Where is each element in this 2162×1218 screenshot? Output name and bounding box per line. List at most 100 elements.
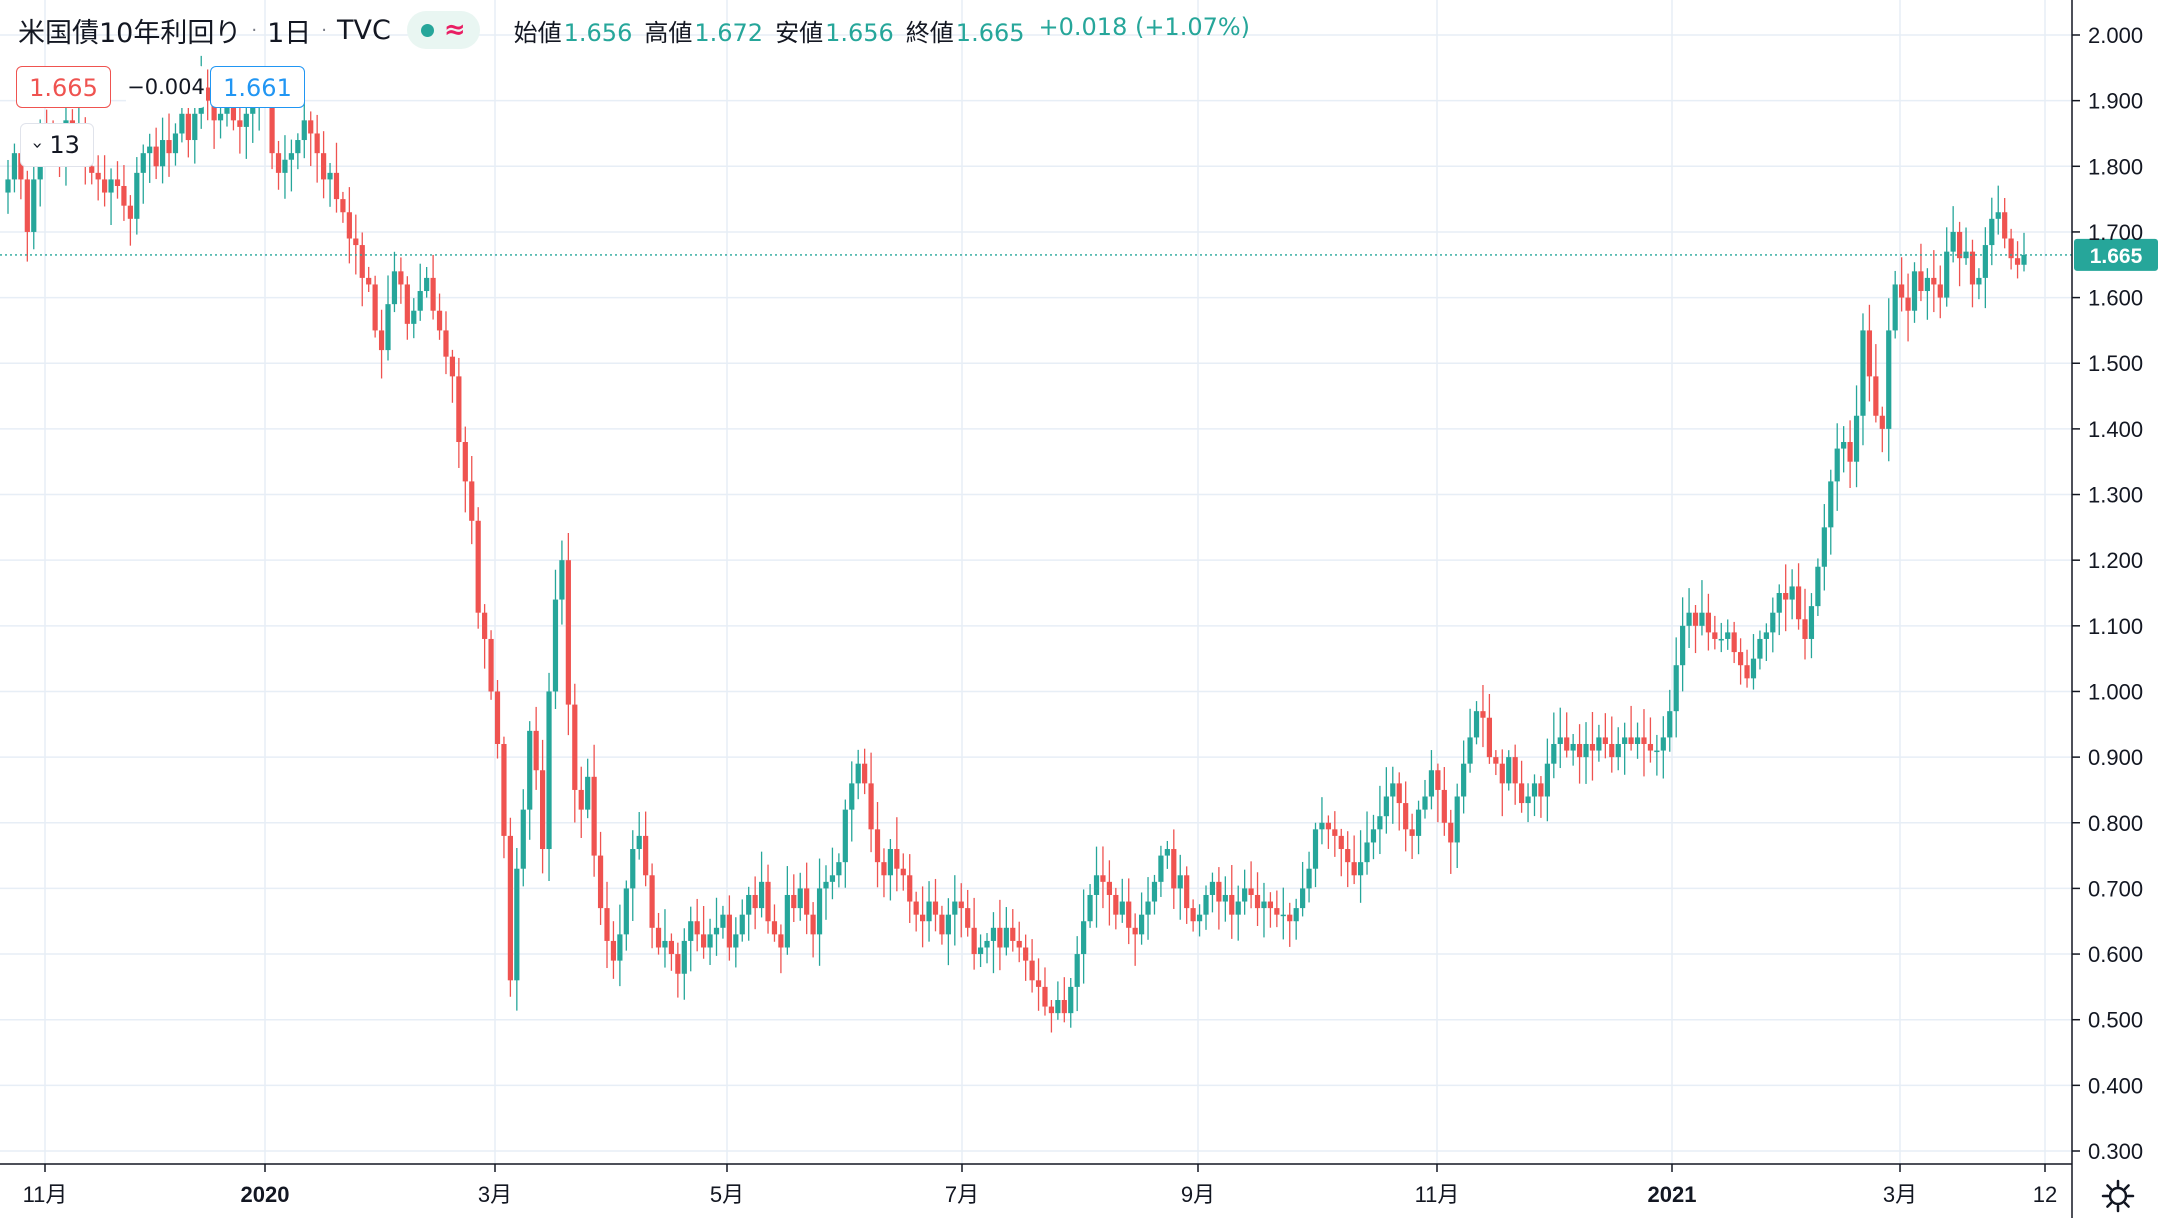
candle-body bbox=[701, 934, 707, 948]
candle-body bbox=[1564, 737, 1570, 751]
candle-body bbox=[1686, 612, 1692, 626]
candle-body bbox=[881, 862, 887, 876]
candle-body bbox=[1589, 743, 1596, 751]
candle-body bbox=[1242, 888, 1248, 902]
candle-body bbox=[1944, 251, 1950, 298]
candle-body bbox=[95, 172, 101, 180]
candle-body bbox=[18, 153, 24, 180]
candle-body bbox=[1544, 763, 1550, 797]
candle-body bbox=[1828, 481, 1834, 528]
sell-price-button[interactable]: 1.665 bbox=[16, 66, 111, 108]
buy-price-button[interactable]: 1.661 bbox=[210, 66, 305, 108]
candle-body bbox=[1873, 376, 1879, 416]
candle-body bbox=[1042, 986, 1048, 1007]
candle-body bbox=[1473, 711, 1480, 738]
ohlc-high-label: 高値 bbox=[644, 18, 693, 47]
candle-body bbox=[1647, 743, 1654, 751]
candle-body bbox=[778, 934, 784, 948]
candle-body bbox=[939, 914, 945, 935]
x-tick-label: 3月 bbox=[1883, 1182, 1917, 1207]
y-tick-label: 1.700 bbox=[2088, 220, 2143, 245]
candle-body bbox=[1583, 743, 1589, 758]
candle-body bbox=[1138, 914, 1145, 935]
candle-body bbox=[1415, 809, 1422, 836]
y-tick-label: 1.200 bbox=[2088, 548, 2143, 573]
candle-body bbox=[1126, 901, 1132, 928]
status-badge[interactable]: ≈ bbox=[406, 11, 480, 49]
candle-body bbox=[965, 908, 971, 928]
candle-body bbox=[1293, 908, 1299, 922]
candle-body bbox=[1377, 816, 1383, 830]
y-tick-label: 0.800 bbox=[2088, 811, 2143, 836]
candle-body bbox=[1911, 271, 1918, 311]
candle-body bbox=[1454, 796, 1460, 843]
candle-body bbox=[533, 730, 539, 771]
candle-body bbox=[1538, 783, 1544, 797]
candle-body bbox=[237, 120, 243, 127]
candle-body bbox=[1048, 1006, 1055, 1014]
candle-body bbox=[746, 894, 752, 915]
gear-icon[interactable] bbox=[2100, 1178, 2136, 1214]
candle-body bbox=[1164, 849, 1170, 856]
candle-body bbox=[1499, 763, 1505, 784]
candle-body bbox=[121, 185, 127, 206]
y-tick-label: 0.400 bbox=[2088, 1073, 2143, 1098]
candle-body bbox=[739, 914, 745, 935]
candle-body bbox=[694, 921, 700, 935]
y-tick-label: 0.600 bbox=[2088, 942, 2143, 967]
candle-body bbox=[984, 940, 990, 948]
candle-body bbox=[997, 927, 1003, 948]
candle-body bbox=[275, 153, 282, 173]
candle-body bbox=[1622, 737, 1628, 744]
candle-body bbox=[1924, 277, 1930, 292]
candle-body bbox=[1557, 737, 1563, 744]
candle-body bbox=[977, 947, 984, 955]
candle-body bbox=[514, 868, 520, 981]
candle-body bbox=[1319, 822, 1325, 830]
candle-body bbox=[147, 146, 153, 154]
candle-body bbox=[385, 304, 391, 351]
x-tick-label: 9月 bbox=[1181, 1182, 1215, 1207]
interval-label[interactable]: 1日 bbox=[267, 17, 312, 49]
x-tick-label: 3月 bbox=[478, 1182, 512, 1207]
candle-body bbox=[945, 914, 951, 935]
time-axis[interactable]: 11月 2020 3月 5月 7月 9月 11月 2021 3月 12 bbox=[23, 1164, 2058, 1207]
candle-body bbox=[443, 330, 449, 357]
candle-body bbox=[1441, 789, 1447, 823]
candle-body bbox=[720, 914, 726, 928]
candle-body bbox=[31, 179, 37, 232]
candle-body bbox=[1815, 566, 1821, 607]
candle-body bbox=[314, 133, 320, 154]
candle-body bbox=[874, 829, 881, 863]
candle-body bbox=[1802, 619, 1808, 639]
candle-body bbox=[1718, 638, 1724, 641]
candle-body bbox=[1525, 796, 1531, 804]
symbol-title[interactable]: 米国債10年利回り bbox=[18, 17, 242, 49]
candle-body bbox=[707, 934, 713, 948]
candle-body bbox=[636, 835, 642, 850]
candle-body bbox=[2014, 258, 2021, 265]
spread-value: −0.004 bbox=[126, 66, 206, 108]
candle-body bbox=[179, 113, 185, 134]
candle-body bbox=[1403, 803, 1409, 830]
candle-body bbox=[1158, 855, 1164, 882]
candle-body bbox=[1705, 612, 1711, 633]
candle-body bbox=[250, 107, 256, 114]
candle-body bbox=[1551, 743, 1557, 764]
y-tick-label: 1.500 bbox=[2088, 351, 2143, 376]
candle-body bbox=[617, 934, 623, 961]
candle-body bbox=[1680, 625, 1686, 666]
candle-body bbox=[823, 881, 829, 889]
candle-body bbox=[726, 914, 732, 948]
indicator-count: 13 bbox=[49, 131, 80, 159]
candle-body bbox=[1673, 665, 1679, 712]
candle-body bbox=[1312, 829, 1319, 869]
candle-body bbox=[1615, 743, 1621, 758]
indicators-toggle-button[interactable]: › 13 bbox=[20, 123, 94, 167]
candle-body bbox=[1899, 284, 1905, 298]
candle-body bbox=[842, 809, 848, 863]
source-label: TVC bbox=[337, 14, 391, 46]
candle-body bbox=[1570, 743, 1576, 751]
